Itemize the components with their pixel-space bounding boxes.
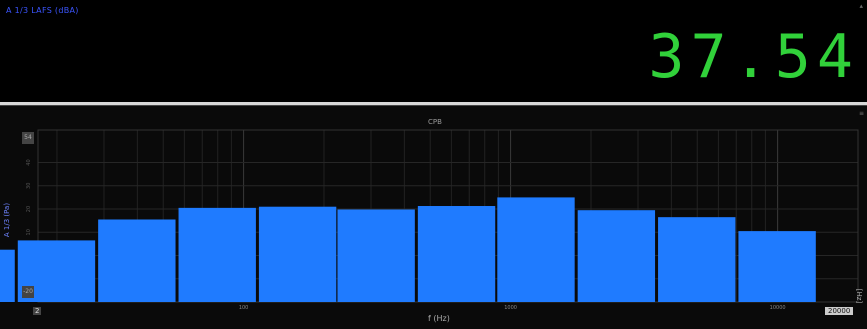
y-tick-label: 10 [26,229,32,235]
y-tick-label: 30 [26,183,32,189]
bar [658,217,736,302]
y-axis-min-label[interactable]: -20 [22,286,34,298]
bar [258,206,337,302]
meter-corner-icon[interactable]: ▴ [859,2,863,10]
x-axis-max-label[interactable]: 20000 [825,307,854,315]
x-tick-label: 10000 [770,305,786,311]
bar [0,249,15,302]
y-axis-title: A 1/3 (Pa) [3,202,12,238]
bar [577,210,656,302]
bar [178,207,256,302]
meter-value: 37.54 [648,22,859,92]
bar [417,206,496,302]
bar [337,209,415,302]
y-axis-max-label[interactable]: 54 [22,132,34,144]
meter-title: A 1/3 LAFS (dBA) [6,6,79,15]
y-tick-label: 40 [26,159,32,165]
x-tick-label: 1000 [504,305,517,311]
chart-title: CPB [428,118,442,126]
x-axis-title: f (Hz) [428,314,450,323]
x-axis-min-label[interactable]: 2 [33,307,42,315]
x-axis-unit-label: [Hz] [855,288,864,304]
cpb-chart-panel[interactable]: CPB ≡ 403020100-1010100100010000 54 -20 … [0,105,867,329]
bar [738,231,816,302]
y-tick-label: 20 [26,206,32,212]
bar [497,197,575,302]
chart-menu-icon[interactable]: ≡ [858,110,864,117]
bar [98,219,176,302]
cpb-bar-chart: 403020100-1010100100010000 [0,129,859,311]
level-meter-panel[interactable]: A 1/3 LAFS (dBA) ▴ 37.54 [0,0,867,105]
x-tick-label: 100 [239,305,249,311]
